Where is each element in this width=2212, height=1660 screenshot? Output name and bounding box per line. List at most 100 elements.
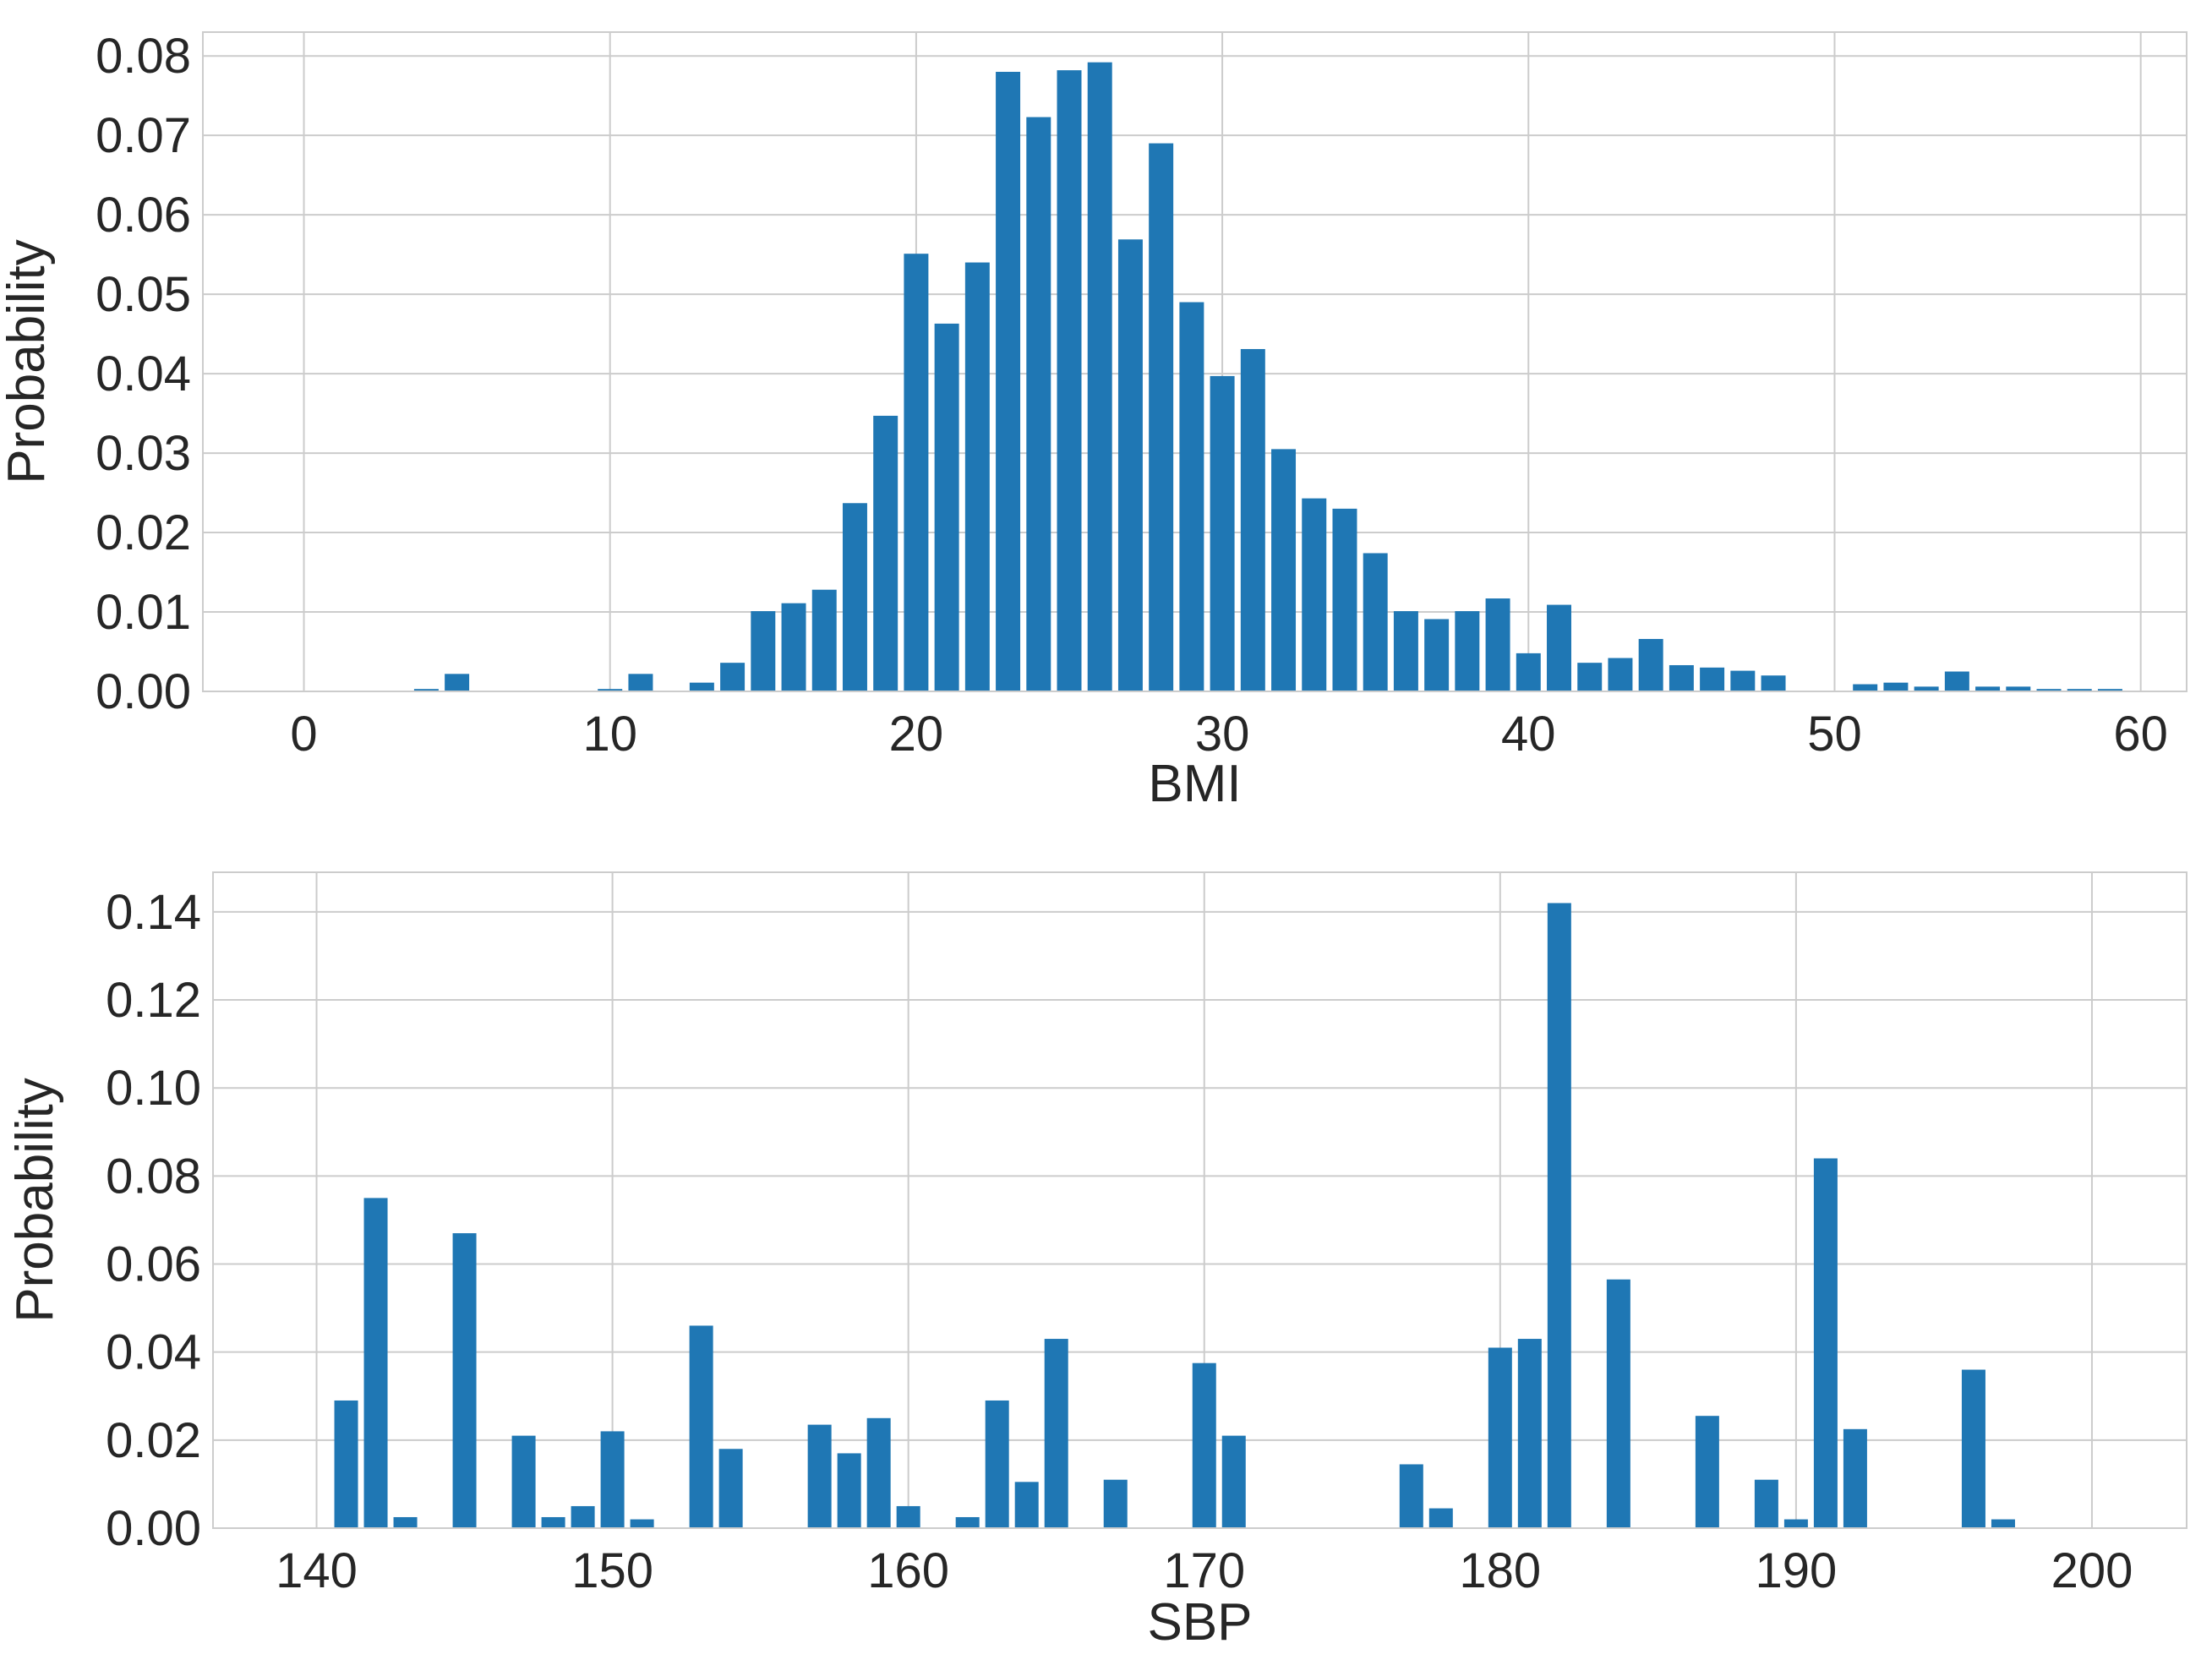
bar xyxy=(2067,689,2092,691)
y-axis-label: Probability xyxy=(0,239,56,483)
x-tick-label: 0 xyxy=(290,707,317,762)
bar xyxy=(2036,689,2062,691)
bar xyxy=(1761,675,1786,691)
bar xyxy=(1669,664,1694,691)
y-tick-label: 0.05 xyxy=(96,267,191,322)
bar xyxy=(1332,508,1357,691)
bar xyxy=(1813,1158,1838,1528)
x-axis-label: BMI xyxy=(1148,755,1241,813)
x-tick-label: 180 xyxy=(1459,1543,1541,1598)
bar xyxy=(541,1516,565,1528)
x-tick-label: 10 xyxy=(582,707,637,762)
y-tick-label: 0.07 xyxy=(96,108,191,163)
x-tick-label: 60 xyxy=(2113,707,2168,762)
bar xyxy=(1944,671,1969,691)
y-tick-label: 0.08 xyxy=(106,1149,201,1204)
y-tick-label: 0.00 xyxy=(106,1501,201,1556)
y-tick-label: 0.12 xyxy=(106,973,201,1028)
bar xyxy=(334,1400,358,1528)
x-tick-label: 150 xyxy=(571,1543,653,1598)
bar xyxy=(1103,1479,1128,1528)
y-tick-label: 0.08 xyxy=(96,29,191,84)
bar xyxy=(1428,1508,1453,1528)
bar xyxy=(1210,375,1235,691)
y-tick-label: 0.03 xyxy=(96,426,191,481)
bar xyxy=(811,589,837,691)
bar xyxy=(1730,670,1756,691)
bar xyxy=(1044,1339,1068,1528)
bar xyxy=(1517,1339,1542,1528)
bar xyxy=(2006,686,2031,691)
bar xyxy=(630,1519,654,1528)
plot-frame xyxy=(202,31,2187,692)
y-tick-label: 0.04 xyxy=(106,1325,201,1380)
bar xyxy=(1700,667,1725,691)
x-tick-label: 50 xyxy=(1807,707,1862,762)
bar xyxy=(896,1505,920,1528)
bar xyxy=(1455,611,1480,691)
plot-frame xyxy=(212,871,2187,1529)
bar xyxy=(1057,70,1082,691)
bar xyxy=(2097,689,2122,691)
bar xyxy=(1363,553,1388,691)
bar xyxy=(1192,1362,1216,1528)
bar xyxy=(1783,1519,1808,1528)
bar xyxy=(718,1449,743,1528)
bar xyxy=(955,1516,980,1528)
bar xyxy=(452,1233,477,1528)
bar xyxy=(1424,619,1450,691)
x-tick-label: 160 xyxy=(867,1543,949,1598)
bar xyxy=(1240,348,1265,691)
bar xyxy=(598,689,623,691)
bar xyxy=(781,603,806,691)
bar xyxy=(842,503,867,691)
bar xyxy=(1547,903,1571,1528)
bar xyxy=(1608,658,1633,691)
y-tick-label: 0.00 xyxy=(96,664,191,719)
bar xyxy=(1179,302,1204,691)
bar xyxy=(1271,449,1297,691)
bar xyxy=(363,1198,388,1528)
bar xyxy=(511,1435,536,1528)
y-axis-label: Probability xyxy=(6,1078,64,1322)
bar xyxy=(751,611,776,691)
y-tick-label: 0.02 xyxy=(96,505,191,560)
bar xyxy=(1014,1482,1039,1528)
y-tick-label: 0.06 xyxy=(106,1237,201,1292)
bar xyxy=(1606,1279,1630,1528)
y-tick-label: 0.01 xyxy=(96,585,191,640)
bar xyxy=(1991,1519,2015,1528)
bar xyxy=(1577,663,1603,691)
bar xyxy=(1485,598,1510,691)
bar xyxy=(837,1453,861,1528)
bar xyxy=(1149,143,1174,691)
bar xyxy=(1516,653,1541,691)
bar xyxy=(393,1516,418,1528)
bar xyxy=(1547,604,1571,691)
bar xyxy=(1843,1428,1867,1528)
x-tick-label: 200 xyxy=(2051,1543,2133,1598)
bar xyxy=(866,1417,891,1528)
x-tick-label: 40 xyxy=(1501,707,1556,762)
x-tick-label: 170 xyxy=(1163,1543,1245,1598)
x-tick-label: 20 xyxy=(889,707,944,762)
bar xyxy=(807,1424,832,1528)
bar xyxy=(934,323,959,691)
y-tick-label: 0.06 xyxy=(96,188,191,243)
x-tick-label: 190 xyxy=(1756,1543,1838,1598)
bar xyxy=(1883,682,1909,691)
bmi-histogram: 0.00 0.01 0.02 0.03 0.04 0.05 0.06 0.07 0.08 0 10 2… xyxy=(0,29,2187,813)
bar xyxy=(964,262,990,691)
y-tick-label: 0.10 xyxy=(106,1061,201,1116)
bar xyxy=(1087,62,1112,692)
bar xyxy=(1488,1347,1512,1528)
bar xyxy=(1853,684,1878,691)
y-tick-label: 0.02 xyxy=(106,1413,201,1468)
bar xyxy=(720,663,746,691)
x-axis-label: SBP xyxy=(1147,1593,1252,1652)
bar xyxy=(1302,498,1327,691)
bar xyxy=(628,674,653,691)
bar xyxy=(1695,1416,1719,1528)
bar xyxy=(445,674,470,691)
